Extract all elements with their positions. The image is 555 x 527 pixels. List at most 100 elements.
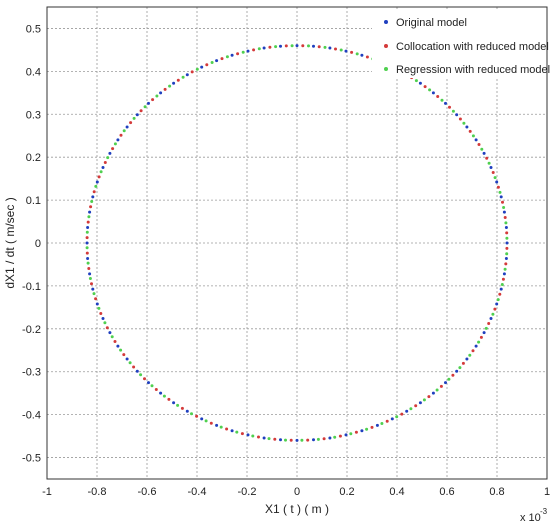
- data-point: [99, 312, 103, 315]
- data-point: [360, 53, 364, 57]
- data-point: [139, 373, 143, 377]
- data-points: [85, 44, 509, 442]
- data-point: [333, 435, 337, 439]
- data-point: [505, 231, 509, 235]
- data-point: [225, 427, 229, 431]
- data-point: [489, 166, 493, 169]
- data-point: [159, 391, 163, 395]
- data-point: [168, 84, 172, 88]
- data-point: [468, 129, 472, 133]
- y-tick-label: 0.1: [26, 195, 41, 207]
- data-point: [95, 302, 99, 306]
- data-point: [482, 151, 486, 155]
- data-point: [262, 46, 266, 50]
- data-point: [113, 142, 117, 146]
- data-point: [312, 44, 315, 48]
- data-point: [111, 147, 115, 151]
- data-point: [176, 403, 180, 407]
- data-point: [105, 326, 109, 330]
- data-point: [431, 91, 435, 95]
- data-point: [395, 415, 399, 419]
- data-point: [90, 200, 94, 203]
- data-point: [338, 434, 342, 438]
- x-tick-label: -0.6: [138, 486, 157, 498]
- data-point: [493, 307, 497, 311]
- legend-box: [372, 10, 545, 78]
- data-point: [427, 395, 431, 399]
- y-tick-label: 0.4: [26, 66, 41, 78]
- data-point: [436, 95, 440, 98]
- data-point: [236, 52, 240, 56]
- data-point: [491, 171, 495, 174]
- data-point: [151, 98, 155, 102]
- data-point: [210, 61, 214, 64]
- data-point: [116, 138, 120, 142]
- data-point: [257, 435, 260, 439]
- data-point: [431, 391, 435, 395]
- data-point: [487, 322, 491, 325]
- data-point: [290, 44, 294, 48]
- data-point: [230, 53, 234, 57]
- data-point: [322, 437, 326, 441]
- data-point: [498, 190, 502, 194]
- data-point: [268, 45, 272, 49]
- data-point: [215, 423, 219, 427]
- data-point: [101, 166, 105, 169]
- data-point: [307, 44, 310, 48]
- data-point: [498, 292, 502, 296]
- data-point: [500, 283, 504, 286]
- data-point: [501, 200, 504, 204]
- data-point: [129, 121, 133, 125]
- data-point: [317, 45, 321, 49]
- data-point: [435, 388, 439, 392]
- data-point: [132, 116, 136, 120]
- legend-marker-original: [384, 20, 388, 24]
- data-point: [451, 373, 455, 377]
- data-point: [444, 381, 447, 385]
- tick-labels: -1 -0.8 -0.6 -0.4 -0.2 0 0.2 0.4 0.6 0.8 1 -0.5 -0.4…: [22, 23, 550, 498]
- data-point: [284, 438, 287, 442]
- data-point: [155, 94, 159, 98]
- data-point: [334, 47, 337, 51]
- data-point: [87, 267, 91, 270]
- data-point: [344, 49, 348, 53]
- data-point: [235, 430, 239, 434]
- data-point: [489, 317, 493, 320]
- data-point: [360, 429, 364, 433]
- data-point: [110, 335, 114, 339]
- data-point: [409, 407, 413, 411]
- data-point: [349, 432, 353, 436]
- data-point: [279, 438, 282, 442]
- data-point: [195, 67, 199, 71]
- data-point: [323, 45, 327, 49]
- data-point: [447, 377, 451, 381]
- data-point: [471, 349, 475, 353]
- data-point: [295, 44, 299, 48]
- data-point: [204, 419, 208, 423]
- y-tick-label: -0.4: [22, 410, 41, 422]
- x-tick-label: 0.2: [339, 486, 354, 498]
- data-point: [499, 195, 503, 199]
- data-point: [471, 134, 475, 138]
- data-point: [240, 432, 244, 436]
- data-point: [267, 437, 271, 441]
- data-point: [154, 388, 158, 391]
- data-point: [172, 401, 176, 405]
- y-tick-label: 0.3: [26, 109, 41, 121]
- data-point: [295, 438, 299, 442]
- data-point: [385, 419, 389, 423]
- data-point: [504, 257, 508, 260]
- data-point: [365, 55, 369, 59]
- data-point: [106, 156, 110, 160]
- data-point: [95, 180, 99, 184]
- data-point: [150, 384, 154, 388]
- y-axis-label: dX1 / dt ( m/sec ): [3, 197, 17, 288]
- data-point: [225, 55, 229, 59]
- data-point: [163, 87, 167, 91]
- x-tick-label: -0.4: [188, 486, 207, 498]
- data-point: [122, 353, 126, 357]
- data-point: [252, 48, 256, 52]
- data-point: [181, 75, 185, 79]
- data-point: [439, 384, 443, 388]
